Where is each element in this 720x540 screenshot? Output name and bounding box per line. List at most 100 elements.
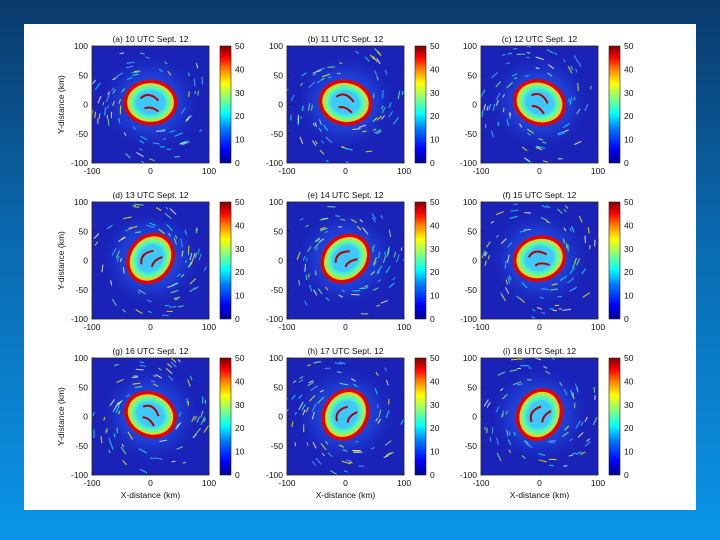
x-tick-label: -100 (472, 166, 489, 176)
rainband-streak (110, 280, 113, 286)
panel-title: (f) 15 UTC Sept. 12 (503, 190, 577, 200)
colorbar-tick-label: 0 (624, 314, 629, 324)
rainband-streak (500, 409, 505, 418)
rainband-streak (527, 132, 531, 136)
rainband-streak (572, 392, 575, 400)
rainband-streak (331, 356, 339, 357)
y-tick-label: 50 (274, 226, 284, 236)
colorbar-tick-label: 30 (235, 88, 245, 98)
rainband-streak (362, 286, 369, 290)
rainband-streak (308, 81, 315, 89)
rainband-streak (311, 403, 317, 412)
rainband-streak (557, 131, 565, 135)
rainband-streak (184, 259, 188, 264)
eyewall (126, 232, 175, 285)
rainband-streak (580, 421, 584, 427)
colorbar (608, 45, 621, 164)
rainband-streak (121, 88, 126, 93)
rainband-streak (376, 270, 380, 275)
colorbar (414, 357, 427, 476)
rainband-streak (507, 439, 512, 446)
eyewall (321, 388, 370, 441)
rainband-streak (155, 207, 162, 212)
rainband-streak (325, 136, 333, 144)
rainband-streak (370, 447, 375, 450)
rainband-streak (361, 130, 367, 133)
colorbar-tick-label: 20 (430, 267, 440, 277)
rainband-streak (372, 128, 377, 131)
eyewall-max (124, 391, 177, 438)
rainband-streak (179, 141, 187, 145)
rainband-streak (564, 425, 570, 431)
eyewall-inner-band (529, 405, 552, 423)
rainband-streak (573, 96, 576, 101)
rainband-streak (175, 422, 182, 430)
figure-panel: (a) 10 UTC Sept. 12 -100 0 100 100 50 0 -50 -100… (24, 24, 696, 510)
rainband-streak (203, 418, 207, 423)
rainband-streak (359, 218, 364, 223)
rainband-streak (384, 367, 387, 372)
rainband-streak (117, 400, 122, 405)
rainband-streak (170, 289, 179, 294)
rainband-streak (525, 440, 530, 445)
rainband-streak (122, 308, 126, 313)
rainband-streak (342, 449, 348, 452)
rainband-streak (567, 98, 570, 103)
rainband-streak (551, 358, 555, 361)
rainband-streak (543, 365, 548, 369)
rainband-streak (507, 276, 511, 285)
eyewall-inner-band (334, 250, 358, 268)
rainband-streak (173, 296, 181, 300)
colorbar-tick-label: 0 (235, 314, 240, 324)
rainband-streak (145, 56, 150, 59)
rainband-streak (174, 282, 179, 286)
rainband-streak (563, 227, 567, 232)
rainband-streak (578, 61, 582, 68)
colorbar-tick-label: 40 (624, 220, 634, 230)
x-axis-label: X-distance (km) (510, 490, 570, 500)
rainband-streak (107, 118, 110, 126)
rainband-streak (204, 399, 207, 404)
rainband-streak (314, 270, 317, 276)
reflectivity-field (481, 46, 592, 163)
rainband-streak (490, 130, 494, 138)
rainband-streak (549, 308, 554, 310)
rainband-streak (174, 298, 179, 301)
colorbar-tick-label: 0 (430, 470, 435, 480)
x-tick-label: 0 (148, 166, 153, 176)
rainband-streak (327, 66, 336, 68)
rainband-streak (149, 222, 157, 227)
rainband-streak (584, 235, 587, 244)
y-tick-label: 0 (472, 100, 477, 110)
rainband-streak (388, 102, 392, 109)
colorbar (219, 45, 232, 164)
rainband-streak (341, 460, 351, 465)
rainband-streak (359, 287, 365, 290)
rainband-streak (586, 438, 591, 442)
rainband-streak (387, 246, 390, 255)
colorbar-tick-label: 30 (624, 400, 634, 410)
rainband-streak (481, 250, 486, 259)
rainband-streak (377, 251, 381, 259)
rainband-streak (497, 121, 500, 127)
rainband-streak (107, 105, 109, 109)
rainband-streak (356, 225, 362, 231)
colorbar-tick-label: 20 (235, 423, 245, 433)
rainband-streak (139, 364, 147, 368)
rainband-streak (562, 308, 571, 312)
rainband-streak (117, 410, 121, 415)
rainband-streak (299, 136, 304, 145)
y-tick-label: 50 (79, 70, 89, 80)
rainband-streak (185, 118, 189, 123)
rainband-streak (382, 254, 387, 264)
rainband-streak (193, 253, 196, 257)
rainband-streak (562, 238, 566, 244)
rainband-streak (364, 285, 369, 288)
rainband-streak (573, 55, 579, 63)
rainband-streak (502, 53, 506, 56)
rainband-streak (589, 244, 591, 250)
rainband-streak (122, 266, 125, 274)
y-tick-label: 50 (274, 70, 284, 80)
rainband-streak (535, 67, 540, 70)
rainband-streak (506, 429, 509, 437)
